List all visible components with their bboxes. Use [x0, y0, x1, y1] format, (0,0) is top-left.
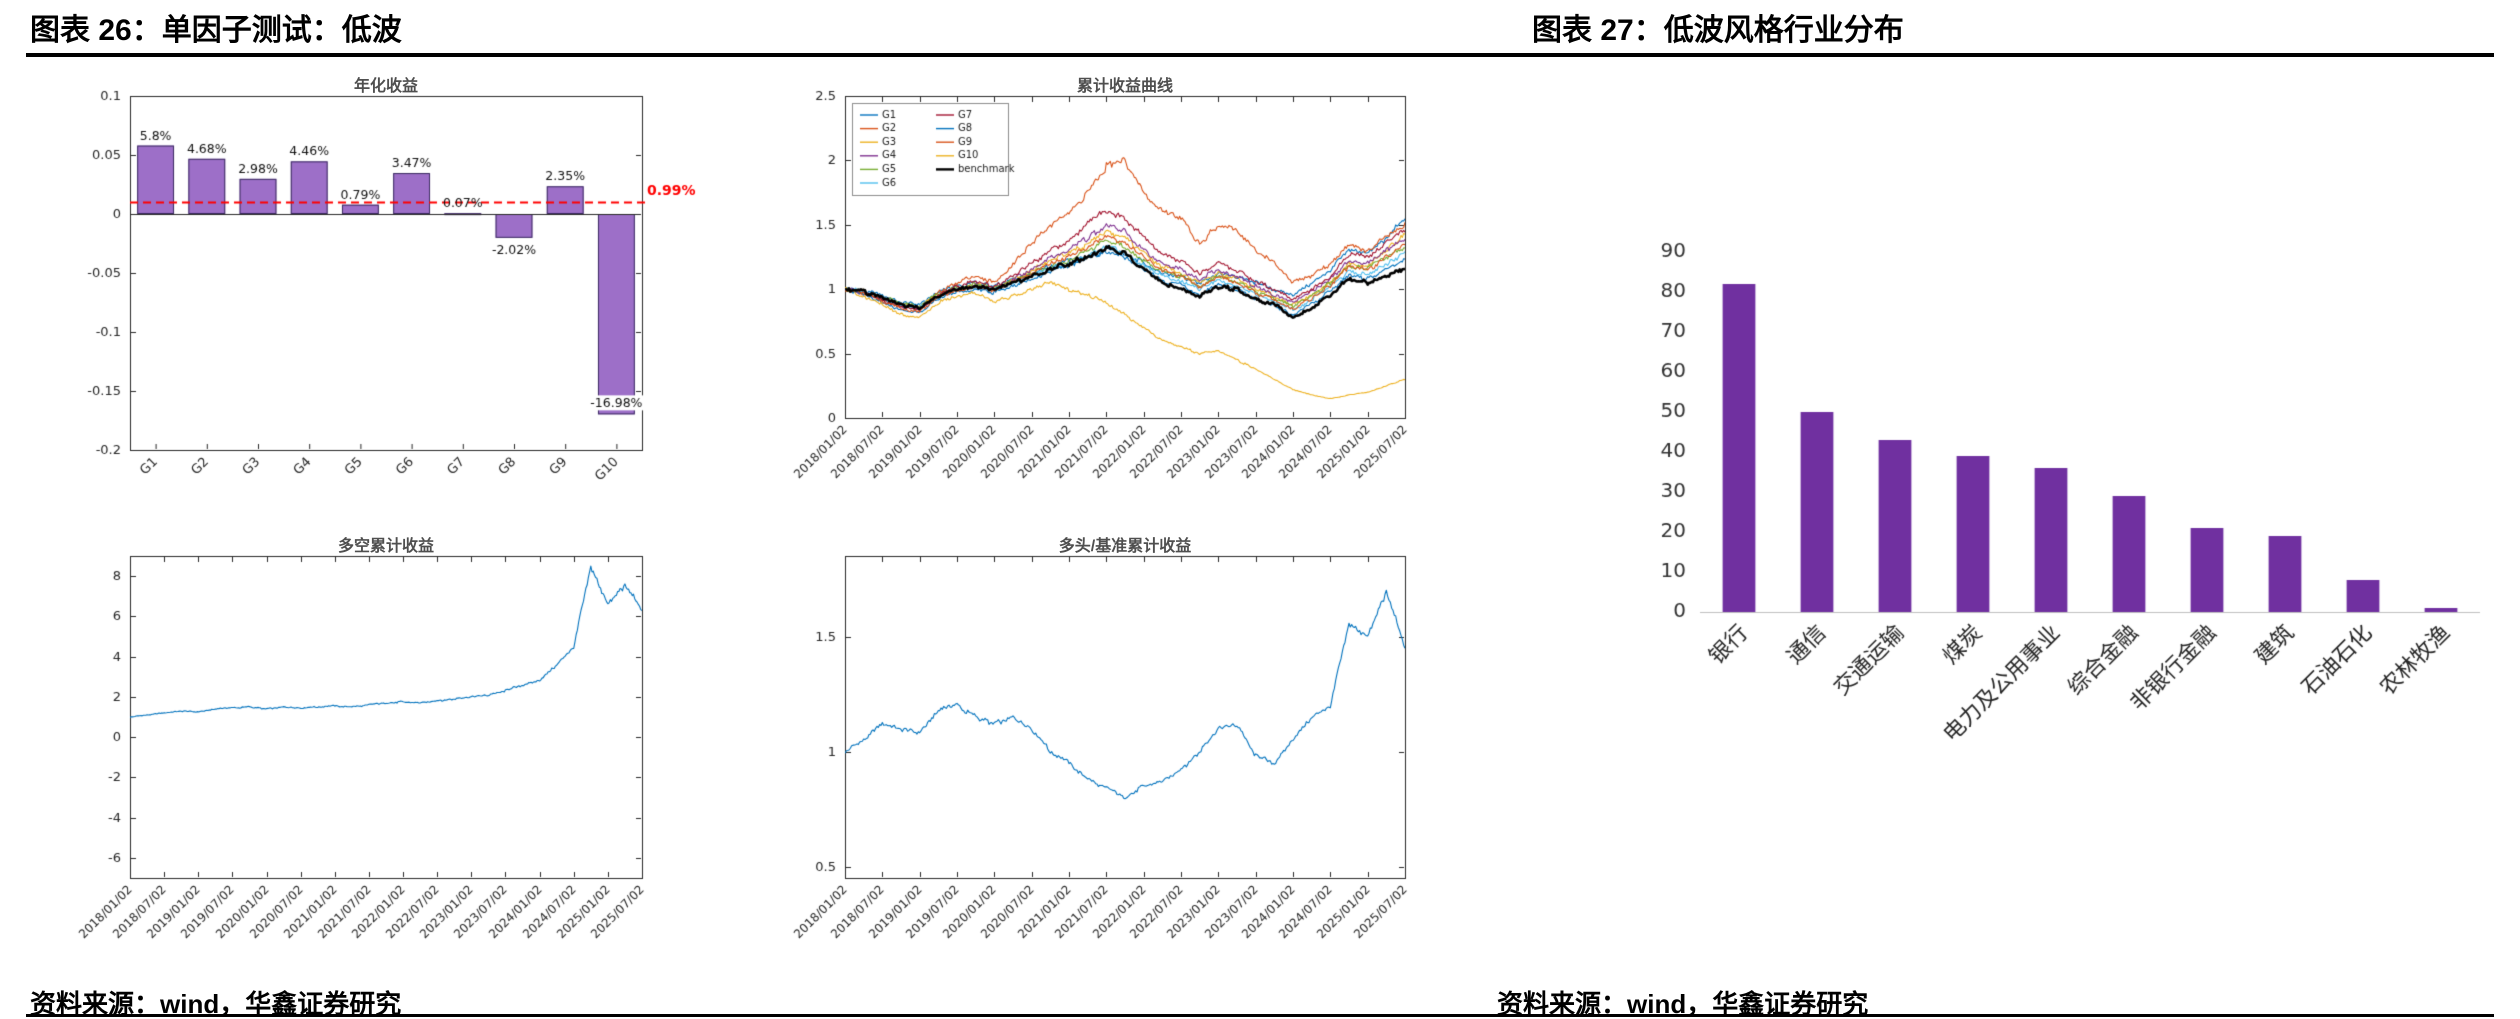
annualized-return-chart-title: 年化收益: [353, 78, 418, 95]
header-rule: [26, 53, 2494, 57]
cumulative-return-curves-chart: [790, 70, 1430, 520]
figure-27-title: 图表 27：低波风格行业分布: [1532, 14, 1904, 47]
long-short-cumulative-chart-title: 多空累计收益: [337, 538, 434, 555]
long-over-benchmark-chart: [790, 530, 1430, 980]
cumulative-return-curves-chart-title: 累计收益曲线: [1076, 78, 1173, 95]
footer-rule: [26, 1014, 2494, 1017]
figure-26-title: 图表 26：单因子测试：低波: [30, 14, 402, 47]
long-short-cumulative-chart: [60, 530, 700, 980]
long-over-benchmark-chart-title: 多头/基准累计收益: [1058, 538, 1192, 555]
industry-distribution-chart: [1560, 162, 2500, 862]
annualized-return-chart: [60, 70, 700, 520]
figure-27-panel: [1530, 62, 2520, 982]
figure-26-panel: 年化收益 累计收益曲线 多空累计收益 多头/基准累计收益: [30, 62, 1430, 982]
